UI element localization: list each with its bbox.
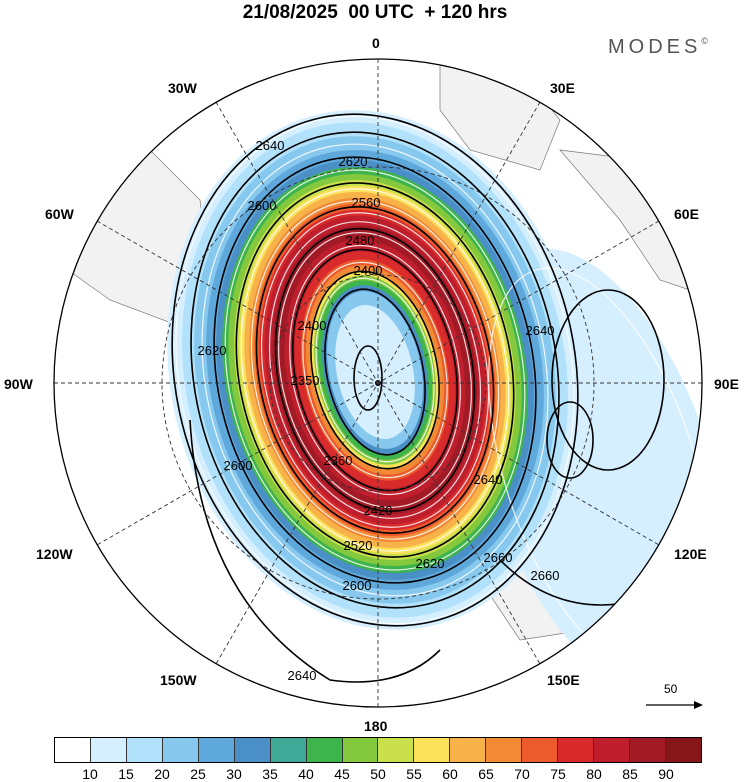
legend-tick-label: 90 bbox=[658, 766, 674, 782]
legend-tick-label: 55 bbox=[406, 766, 422, 782]
legend-tick-label: 85 bbox=[622, 766, 638, 782]
contour-label: 2620 bbox=[416, 556, 445, 571]
lon-label-60e: 60E bbox=[674, 206, 699, 222]
legend-swatch bbox=[90, 738, 127, 762]
legend-swatch bbox=[414, 738, 451, 762]
contour-label: 2600 bbox=[248, 198, 277, 213]
height-contours bbox=[171, 113, 665, 683]
legend-swatch bbox=[594, 738, 630, 762]
streamlines bbox=[175, 115, 702, 673]
legend-tick-label: 20 bbox=[154, 766, 170, 782]
legend-tick-label: 45 bbox=[334, 766, 350, 782]
lon-label-30w: 30W bbox=[168, 80, 197, 96]
legend-swatch bbox=[234, 738, 271, 762]
legend-tick-label: 60 bbox=[442, 766, 458, 782]
legend-swatch bbox=[630, 738, 666, 762]
legend-swatch bbox=[270, 738, 307, 762]
legend-swatch bbox=[558, 738, 595, 762]
contour-label: 2660 bbox=[484, 550, 513, 565]
legend-swatch bbox=[162, 738, 199, 762]
lon-label-30e: 30E bbox=[550, 80, 575, 96]
legend-tick-label: 70 bbox=[514, 766, 530, 782]
lon-label-90w: 90W bbox=[4, 376, 33, 392]
lon-label-150w: 150W bbox=[160, 672, 197, 688]
legend-tick-label: 35 bbox=[262, 766, 278, 782]
lon-label-60w: 60W bbox=[45, 206, 74, 222]
contour-label: 2620 bbox=[198, 343, 227, 358]
contour-label: 2480 bbox=[346, 233, 375, 248]
legend-swatch bbox=[126, 738, 163, 762]
legend-swatch bbox=[378, 738, 415, 762]
contour-label: 2600 bbox=[343, 578, 372, 593]
vector-scale-label: 50 bbox=[664, 682, 678, 696]
map-boundary bbox=[53, 58, 703, 708]
legend-tick-label: 30 bbox=[226, 766, 242, 782]
legend-swatch bbox=[665, 738, 701, 762]
legend-swatch bbox=[486, 738, 523, 762]
contour-label: 2660 bbox=[531, 568, 560, 583]
lon-label-120w: 120W bbox=[36, 546, 73, 562]
polar-map: 2640 2620 2600 2560 2480 2400 2400 2350 … bbox=[53, 58, 703, 709]
contour-label: 2620 bbox=[339, 154, 368, 169]
lon-label-150e: 150E bbox=[547, 672, 580, 688]
legend-tick-label: 80 bbox=[586, 766, 602, 782]
brand-logo: MODES© bbox=[608, 36, 708, 59]
lon-label-180: 180 bbox=[364, 718, 388, 734]
legend-swatch bbox=[342, 738, 379, 762]
brand-name: MODES bbox=[608, 36, 702, 58]
contour-label: 2600 bbox=[224, 458, 253, 473]
lon-label-120e: 120E bbox=[674, 546, 707, 562]
contour-label: 2400 bbox=[354, 263, 383, 278]
vector-scale-arrow bbox=[646, 701, 703, 709]
contour-label: 2640 bbox=[256, 138, 285, 153]
map-title: 21/08/2025 00 UTC + 120 hrs bbox=[242, 2, 508, 23]
legend-tick-label: 65 bbox=[478, 766, 494, 782]
legend-tick-label: 50 bbox=[370, 766, 386, 782]
contour-label: 2520 bbox=[344, 538, 373, 553]
legend-swatch bbox=[522, 738, 559, 762]
legend-swatch bbox=[55, 738, 91, 762]
contour-label: 2640 bbox=[288, 668, 317, 683]
legend-tick-label: 25 bbox=[190, 766, 206, 782]
lon-label-0: 0 bbox=[372, 35, 380, 51]
contour-labels: 2640 2620 2600 2560 2480 2400 2400 2350 … bbox=[198, 138, 560, 683]
legend-swatch bbox=[450, 738, 487, 762]
contour-label: 2640 bbox=[526, 323, 555, 338]
legend-tick-label: 10 bbox=[82, 766, 98, 782]
contour-label: 2350 bbox=[291, 373, 320, 388]
legend-tick-label: 40 bbox=[298, 766, 314, 782]
color-legend bbox=[54, 737, 702, 763]
legend-tick-label: 75 bbox=[550, 766, 566, 782]
lon-label-90e: 90E bbox=[714, 376, 739, 392]
contour-label: 2400 bbox=[298, 318, 327, 333]
contour-label: 2360 bbox=[324, 453, 353, 468]
legend-tick-label: 15 bbox=[118, 766, 134, 782]
contour-label: 2640 bbox=[474, 472, 503, 487]
legend-swatch bbox=[306, 738, 343, 762]
legend-swatch bbox=[198, 738, 235, 762]
graticule bbox=[54, 59, 702, 707]
brand-copyright: © bbox=[701, 36, 708, 46]
contour-label: 2560 bbox=[352, 195, 381, 210]
